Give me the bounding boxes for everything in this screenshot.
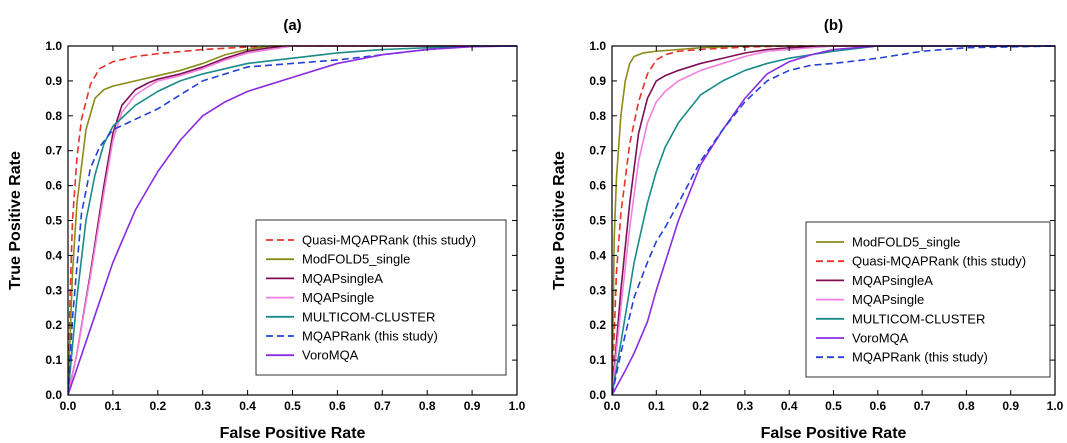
y-tick-label: 0.0 <box>45 388 62 402</box>
legend: ModFOLD5_single Quasi-MQAPRank (this stud… <box>805 221 1051 378</box>
series-line-6 <box>68 45 517 395</box>
series-lines <box>68 45 517 395</box>
legend-label-3: MQAPsingle <box>302 290 374 305</box>
legend-label-5: MQAPRank (this study) <box>302 329 438 344</box>
y-tick-label: 0.2 <box>589 318 606 332</box>
legend-label-6: MQAPRank (this study) <box>852 350 988 365</box>
series-line-2 <box>68 45 517 395</box>
y-tick-label: 0.5 <box>589 214 606 228</box>
roc-panel-b: (b) False Positive Rate True Positive Rate… <box>551 17 1064 442</box>
y-tick-label: 0.5 <box>45 214 62 228</box>
series-line-1 <box>68 45 517 395</box>
legend-label-2: MQAPsingleA <box>852 273 933 288</box>
y-tick-label: 1.0 <box>45 39 62 53</box>
x-tick-label: 0.4 <box>239 399 256 413</box>
legend-label-4: MULTICOM-CLUSTER <box>302 309 435 324</box>
y-tick-label: 0.3 <box>589 283 606 297</box>
series-line-3 <box>612 45 1055 395</box>
x-tick-label: 0.0 <box>604 399 621 413</box>
y-tick-label: 0.0 <box>589 388 606 402</box>
x-tick-label: 0.2 <box>149 399 166 413</box>
x-tick-label: 0.5 <box>825 399 842 413</box>
series-line-3 <box>68 45 517 395</box>
x-tick-label: 0.3 <box>737 399 754 413</box>
y-tick-label: 0.9 <box>589 74 606 88</box>
x-tick-label: 0.7 <box>374 399 391 413</box>
x-tick-label: 0.9 <box>464 399 481 413</box>
y-tick-label: 0.4 <box>45 248 62 262</box>
y-tick-label: 0.6 <box>45 179 62 193</box>
legend-label-2: MQAPsingleA <box>302 271 383 286</box>
legend: Quasi-MQAPRank (this study) ModFOLD5_sing… <box>255 219 507 376</box>
x-axis-title: False Positive Rate <box>761 425 907 442</box>
y-tick-label: 0.4 <box>589 248 606 262</box>
roc-panel-a: (a) False Positive Rate True Positive Rate… <box>7 17 526 442</box>
x-tick-label: 1.0 <box>509 399 526 413</box>
y-tick-label: 0.8 <box>589 109 606 123</box>
y-tick-label: 0.6 <box>589 179 606 193</box>
x-tick-label: 0.8 <box>419 399 436 413</box>
legend-label-4: MULTICOM-CLUSTER <box>852 311 985 326</box>
y-tick-label: 1.0 <box>589 39 606 53</box>
x-tick-label: 0.3 <box>194 399 211 413</box>
y-tick-label: 0.7 <box>45 144 62 158</box>
x-tick-label: 0.6 <box>329 399 346 413</box>
y-tick-label: 0.3 <box>45 283 62 297</box>
legend-label-3: MQAPsingle <box>852 292 924 307</box>
y-axis-title: True Positive Rate <box>7 151 24 290</box>
legend-label-1: Quasi-MQAPRank (this study) <box>852 254 1026 269</box>
x-tick-label: 0.0 <box>60 399 77 413</box>
y-axis-title: True Positive Rate <box>551 151 568 290</box>
series-line-6 <box>612 45 1055 395</box>
y-tick-label: 0.7 <box>589 144 606 158</box>
y-tick-label: 0.1 <box>45 353 62 367</box>
x-tick-label: 0.1 <box>648 399 665 413</box>
x-axis-title: False Positive Rate <box>220 425 366 442</box>
x-tick-label: 0.8 <box>958 399 975 413</box>
x-tick-label: 0.2 <box>692 399 709 413</box>
panel-title: (a) <box>283 17 301 34</box>
series-line-0 <box>68 45 517 395</box>
y-tick-label: 0.2 <box>45 318 62 332</box>
x-tick-label: 0.9 <box>1002 399 1019 413</box>
panel-title: (b) <box>824 17 843 34</box>
x-tick-label: 1.0 <box>1047 399 1064 413</box>
legend-label-0: Quasi-MQAPRank (this study) <box>302 233 476 248</box>
x-tick-label: 0.7 <box>914 399 931 413</box>
series-line-4 <box>68 45 517 395</box>
legend-box <box>805 221 1051 378</box>
x-tick-label: 0.1 <box>105 399 122 413</box>
series-line-2 <box>612 45 1055 395</box>
x-tick-label: 0.6 <box>869 399 886 413</box>
legend-label-6: VoroMQA <box>302 348 359 363</box>
y-tick-label: 0.9 <box>45 74 62 88</box>
legend-label-5: VoroMQA <box>852 331 909 346</box>
x-tick-label: 0.4 <box>781 399 798 413</box>
y-tick-label: 0.1 <box>589 353 606 367</box>
y-tick-label: 0.8 <box>45 109 62 123</box>
legend-box <box>255 219 507 376</box>
legend-label-1: ModFOLD5_single <box>302 252 410 267</box>
legend-label-0: ModFOLD5_single <box>852 235 960 250</box>
x-tick-label: 0.5 <box>284 399 301 413</box>
